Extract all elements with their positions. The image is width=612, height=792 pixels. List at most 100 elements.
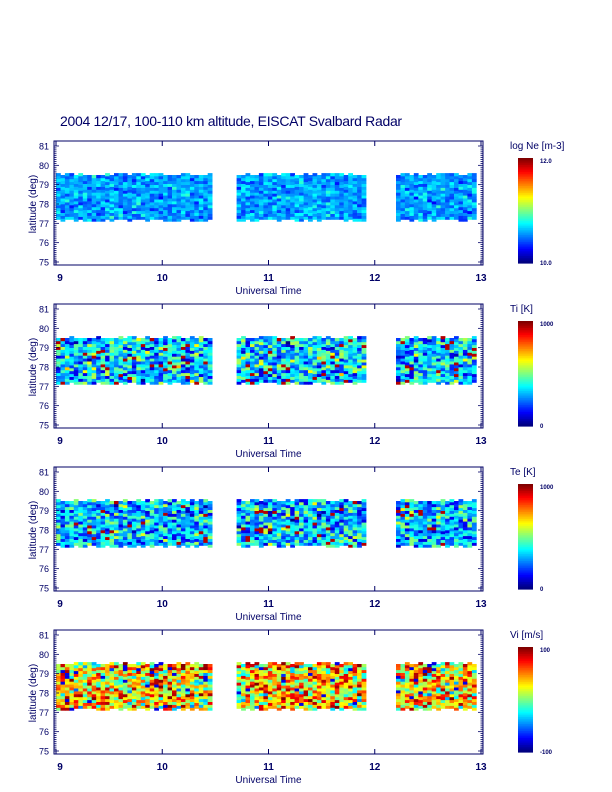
heatmap-cell [352,367,358,371]
heatmap-cell [127,693,133,697]
heatmap-cell [127,530,133,534]
heatmap-cell [454,365,459,369]
heatmap-cell [431,339,437,343]
heatmap-cell [357,530,362,534]
heatmap-cell [140,682,146,686]
heatmap-cell [241,506,246,510]
heatmap-cell [299,507,304,511]
colorbar-segment [518,505,533,508]
heatmap-cell [87,358,92,362]
heatmap-cell [396,340,401,345]
heatmap-cell [100,535,106,539]
heatmap-cell [241,175,246,179]
heatmap-cell [145,356,150,360]
heatmap-cell [245,196,251,200]
heatmap-cell [299,516,304,520]
heatmap-cell [436,340,441,345]
heatmap-cell [122,499,128,503]
heatmap-cell [400,181,406,185]
heatmap-cell [325,178,331,183]
heatmap-cell [198,195,204,199]
heatmap-cell [105,349,110,353]
heatmap-cell [449,216,455,220]
y-tick-label: 79 [39,506,49,516]
heatmap-cell [308,536,313,540]
colorbar-segment [518,585,533,588]
heatmap-cell [122,696,128,701]
heatmap-cell [176,370,182,375]
heatmap-cell [413,532,419,537]
heatmap-cell [250,358,255,362]
heatmap-cell [145,528,150,532]
heatmap-cell [207,358,213,362]
heatmap-cell [321,361,327,365]
heatmap-cell [105,364,110,368]
heatmap-cell [122,542,128,546]
heatmap-cell [176,183,182,187]
heatmap-cell [198,536,204,540]
heatmap-cell [176,336,182,340]
heatmap-cell [149,349,155,353]
heatmap-cell [167,539,173,543]
heatmap-cell [56,522,61,526]
heatmap-cell [145,192,150,196]
heatmap-cell [285,519,291,523]
heatmap-cell [189,522,195,526]
heatmap-cell [361,376,367,380]
heatmap-cell [467,199,473,203]
heatmap-cell [404,336,410,340]
heatmap-cell [64,364,70,368]
heatmap-cell [118,693,124,697]
heatmap-cell [334,187,340,191]
heatmap-cell [396,509,401,513]
heatmap-cell [422,186,428,190]
heatmap-cell [409,372,415,376]
heatmap-cell [440,341,446,346]
heatmap-cell [118,530,124,534]
heatmap-cell [263,373,269,377]
colorbar-segment [518,554,533,557]
heatmap-cell [413,368,419,372]
heatmap-cell [427,353,432,357]
heatmap-cell [285,176,291,180]
heatmap-cell [467,381,473,385]
heatmap-cell [449,205,455,209]
heatmap-cell [281,338,286,342]
heatmap-cell [236,346,242,350]
heatmap-cell [194,209,200,213]
heatmap-cell [140,184,146,188]
heatmap-cell [56,184,61,188]
heatmap-cell [114,361,119,365]
heatmap-cell [272,202,278,206]
heatmap-cell [122,688,128,692]
heatmap-cell [250,189,255,193]
heatmap-cell [330,352,336,356]
heatmap-cell [82,364,88,368]
heatmap-cell [449,207,455,212]
heatmap-cell [96,518,101,522]
heatmap-cell [136,349,142,353]
heatmap-cell [60,364,66,368]
heatmap-cell [127,527,133,531]
heatmap-cell [100,678,106,682]
heatmap-cell [254,369,260,374]
heatmap-cell [400,352,406,356]
heatmap-cell [440,202,446,206]
heatmap-cell [467,530,473,534]
heatmap-cell [339,364,345,368]
heatmap-cell [207,369,213,374]
heatmap-cell [334,340,340,345]
heatmap-cell [321,202,327,206]
heatmap-cell [105,504,110,509]
heatmap-cell [60,212,66,216]
heatmap-cell [413,202,419,206]
heatmap-cell [105,681,110,685]
heatmap-cell [454,190,459,194]
heatmap-cell [440,376,446,380]
heatmap-cell [458,519,464,523]
heatmap-cell [73,369,79,374]
heatmap-cell [154,502,159,506]
heatmap-cell [396,204,401,208]
heatmap-cell [87,177,92,182]
heatmap-cell [78,193,84,197]
